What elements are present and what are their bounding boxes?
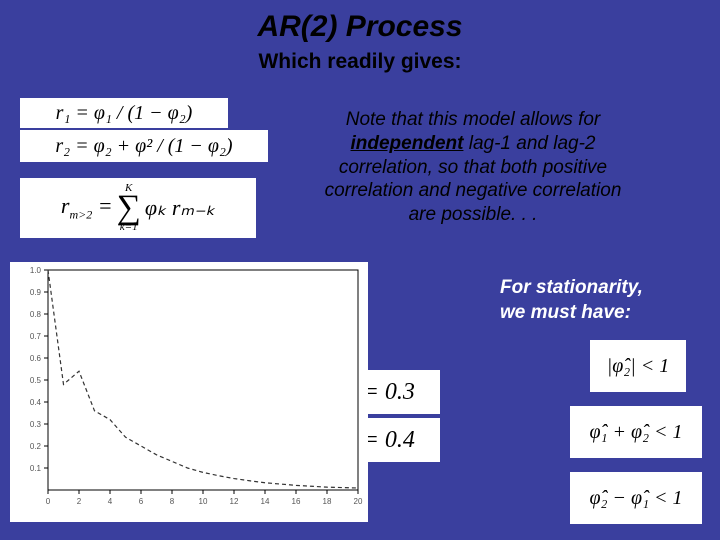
sigma-sum: K ∑ k=1 <box>117 183 141 232</box>
svg-text:0.2: 0.2 <box>30 442 42 451</box>
svg-text:0.8: 0.8 <box>30 310 42 319</box>
equation-rm-lhs: rm>2 = <box>61 193 113 222</box>
equation-r1: r₁ = φ₁ / (1 − φ₂) <box>20 98 228 128</box>
subtitle: Which readily gives: <box>0 50 720 74</box>
svg-text:1.0: 1.0 <box>30 266 42 275</box>
svg-text:0.5: 0.5 <box>30 376 42 385</box>
condition-1: |φ̂₂| < 1 <box>590 340 686 392</box>
equation-rm: rm>2 = K ∑ k=1 φₖ rₘ₋ₖ <box>20 178 256 238</box>
svg-text:10: 10 <box>199 497 208 506</box>
page-title: AR(2) Process <box>0 0 720 44</box>
equation-r1-text: r₁ = φ₁ / (1 − φ₂) <box>56 102 193 125</box>
svg-text:8: 8 <box>170 497 175 506</box>
condition-2: φ̂₁ + φ̂₂ < 1 <box>570 406 702 458</box>
svg-text:4: 4 <box>108 497 113 506</box>
svg-text:16: 16 <box>292 497 301 506</box>
acf-chart: 0.1 0.2 0.3 0.4 0.5 0.6 0.7 0.8 0.9 1.0 0 2 4 6 8 10 12 1… <box>10 262 368 522</box>
equation-r2-text: r₂ = φ₂ + φ² / (1 − φ₂) <box>55 135 232 158</box>
svg-text:0.6: 0.6 <box>30 354 42 363</box>
svg-text:2: 2 <box>77 497 82 506</box>
svg-text:0.3: 0.3 <box>30 420 42 429</box>
condition-3: φ̂₂ − φ̂₁ < 1 <box>570 472 702 524</box>
svg-text:6: 6 <box>139 497 144 506</box>
svg-text:12: 12 <box>230 497 239 506</box>
svg-text:0.9: 0.9 <box>30 288 42 297</box>
svg-text:0.7: 0.7 <box>30 332 42 341</box>
svg-text:18: 18 <box>323 497 332 506</box>
svg-text:20: 20 <box>354 497 363 506</box>
equation-rm-body: φₖ rₘ₋ₖ <box>145 195 215 221</box>
equation-r2: r₂ = φ₂ + φ² / (1 − φ₂) <box>20 130 268 162</box>
note-text: Note that this model allows for independ… <box>262 108 684 227</box>
svg-text:0: 0 <box>46 497 51 506</box>
stationarity-text: For stationarity, we must have: <box>500 276 643 325</box>
svg-text:0.1: 0.1 <box>30 464 42 473</box>
svg-text:14: 14 <box>261 497 270 506</box>
svg-text:0.4: 0.4 <box>30 398 42 407</box>
